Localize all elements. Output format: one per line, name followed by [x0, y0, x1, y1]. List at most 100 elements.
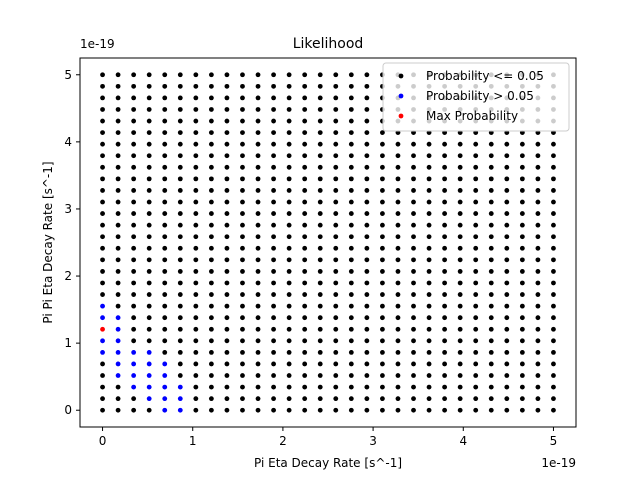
point-low	[457, 396, 463, 402]
point-low	[208, 176, 214, 182]
point-low	[193, 199, 199, 205]
point-low	[146, 326, 152, 332]
point-low	[286, 245, 292, 251]
point-low	[519, 384, 525, 390]
point-low	[255, 396, 261, 402]
point-low	[177, 188, 183, 193]
point-low	[333, 245, 339, 251]
point-low	[286, 72, 292, 78]
point-low	[426, 257, 432, 263]
point-low	[224, 164, 230, 170]
point-low	[380, 245, 385, 251]
point-low	[317, 349, 323, 355]
point-low	[551, 384, 556, 390]
point-low	[208, 373, 214, 378]
point-low	[286, 303, 292, 309]
point-low	[271, 407, 276, 413]
point-high	[131, 373, 137, 378]
point-low	[442, 153, 448, 159]
point-low	[255, 292, 261, 297]
point-low	[551, 280, 556, 286]
point-low	[177, 245, 183, 251]
point-low	[333, 315, 339, 321]
point-low	[224, 269, 230, 274]
point-low	[177, 164, 183, 170]
y-offset-label: 1e-19	[80, 37, 115, 51]
point-low	[162, 130, 168, 136]
point-low	[333, 153, 339, 159]
point-low	[380, 303, 385, 309]
point-low	[348, 303, 354, 309]
point-low	[193, 164, 199, 170]
x-tick-label: 3	[369, 434, 377, 448]
point-low	[177, 118, 183, 124]
point-low	[488, 245, 494, 251]
point-low	[286, 118, 292, 124]
point-low	[457, 257, 463, 263]
point-low	[224, 95, 230, 101]
point-low	[317, 292, 323, 297]
point-low	[364, 188, 370, 193]
point-high	[162, 396, 168, 402]
point-low	[380, 130, 385, 136]
point-low	[115, 72, 121, 78]
point-low	[208, 164, 214, 170]
point-low	[380, 396, 385, 402]
point-low	[333, 292, 339, 297]
point-low	[255, 222, 261, 228]
point-low	[100, 153, 105, 159]
point-low	[488, 338, 494, 344]
point-low	[271, 396, 276, 402]
point-low	[504, 280, 510, 286]
point-low	[255, 234, 261, 240]
point-low	[162, 107, 168, 112]
point-low	[442, 303, 448, 309]
x-tick-label: 2	[279, 434, 287, 448]
point-low	[208, 222, 214, 228]
point-low	[426, 153, 432, 159]
point-low	[333, 118, 339, 124]
point-low	[115, 188, 121, 193]
point-low	[208, 269, 214, 274]
point-low	[551, 407, 556, 413]
point-low	[193, 141, 199, 147]
point-low	[208, 361, 214, 367]
legend-label: Max Probability	[426, 109, 518, 123]
point-low	[240, 107, 245, 112]
point-low	[240, 211, 245, 216]
point-low	[271, 188, 276, 193]
point-low	[473, 257, 479, 263]
point-low	[473, 234, 479, 240]
point-low	[519, 234, 525, 240]
point-low	[115, 107, 121, 112]
point-low	[317, 280, 323, 286]
point-low	[286, 373, 292, 378]
point-low	[333, 280, 339, 286]
point-low	[317, 269, 323, 274]
point-low	[457, 292, 463, 297]
point-low	[271, 361, 276, 367]
point-low	[224, 280, 230, 286]
point-low	[395, 396, 401, 402]
point-low	[115, 303, 121, 309]
point-low	[317, 188, 323, 193]
point-low	[411, 349, 416, 355]
point-low	[380, 257, 385, 263]
point-low	[348, 222, 354, 228]
point-low	[519, 188, 525, 193]
point-low	[488, 396, 494, 402]
point-low	[224, 349, 230, 355]
point-low	[208, 199, 214, 205]
point-low	[240, 373, 245, 378]
point-high	[100, 315, 105, 321]
point-low	[488, 315, 494, 321]
point-low	[333, 257, 339, 263]
point-low	[411, 326, 416, 332]
point-low	[442, 141, 448, 147]
point-low	[333, 373, 339, 378]
point-low	[457, 303, 463, 309]
point-low	[100, 141, 105, 147]
point-low	[333, 72, 339, 78]
point-low	[208, 118, 214, 124]
point-low	[519, 349, 525, 355]
